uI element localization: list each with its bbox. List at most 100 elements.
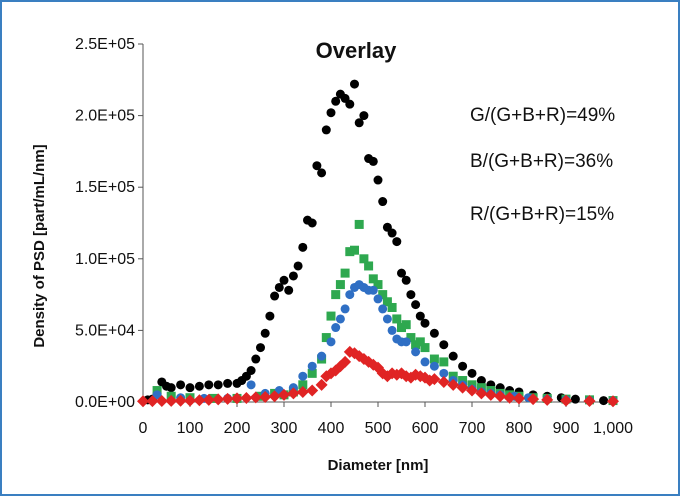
- data-point: [331, 96, 341, 106]
- data-point: [288, 271, 298, 281]
- data-point: [331, 323, 341, 333]
- data-point: [467, 368, 477, 378]
- data-point: [246, 365, 256, 375]
- data-point: [439, 368, 449, 378]
- data-point: [354, 219, 364, 229]
- data-point: [392, 314, 402, 324]
- data-point: [152, 390, 162, 400]
- data-point: [570, 394, 580, 404]
- data-point: [231, 392, 243, 405]
- data-point: [350, 245, 359, 255]
- data-point: [439, 340, 449, 350]
- data-point: [382, 297, 392, 307]
- data-point: [354, 118, 364, 128]
- data-point: [298, 380, 308, 390]
- data-point: [378, 290, 388, 300]
- data-point: [378, 304, 388, 314]
- data-point: [312, 161, 322, 171]
- data-point: [368, 285, 378, 295]
- data-point: [165, 394, 178, 407]
- data-point: [212, 393, 225, 406]
- data-point: [298, 371, 308, 381]
- data-point: [339, 355, 352, 368]
- data-point: [560, 394, 572, 407]
- y-tick-label: 0.0E+00: [75, 394, 135, 411]
- data-point: [345, 290, 355, 300]
- data-point: [146, 395, 159, 408]
- data-point: [268, 390, 281, 403]
- data-point: [174, 394, 187, 407]
- y-tick-label: 1.5E+05: [75, 179, 135, 196]
- data-point: [494, 390, 507, 403]
- data-point: [382, 314, 392, 324]
- data-point: [265, 311, 275, 321]
- x-tick-label: 700: [459, 420, 486, 437]
- data-point: [259, 390, 272, 403]
- data-point: [439, 357, 449, 367]
- data-point: [185, 383, 195, 393]
- data-point: [373, 175, 383, 185]
- data-point: [340, 304, 350, 314]
- data-point: [475, 387, 488, 400]
- data-point: [350, 79, 359, 89]
- y-axis: 0.0E+00 5.0E+04 1.0E+05 1.5E+05 2.0E+05 2.5E+…: [75, 36, 144, 411]
- data-point: [429, 328, 439, 338]
- data-point: [202, 393, 215, 406]
- data-point: [368, 156, 378, 166]
- data-point: [321, 333, 331, 343]
- data-point: [278, 388, 290, 401]
- x-tick-label: 900: [553, 420, 580, 437]
- data-point: [335, 280, 345, 290]
- data-point: [240, 391, 253, 404]
- data-point: [401, 337, 411, 347]
- data-point: [378, 197, 388, 207]
- data-point: [437, 375, 450, 388]
- data-point: [306, 384, 319, 397]
- data-point: [256, 343, 265, 353]
- data-point: [331, 290, 341, 300]
- data-point: [406, 290, 416, 300]
- data-point: [326, 337, 336, 347]
- data-point: [284, 285, 294, 295]
- data-point: [373, 280, 383, 290]
- data-point: [249, 391, 262, 404]
- data-point: [274, 282, 284, 292]
- x-tick-label: 200: [224, 420, 251, 437]
- data-point: [287, 387, 300, 400]
- data-point: [359, 111, 369, 121]
- data-point: [429, 354, 439, 364]
- data-point: [155, 394, 168, 407]
- data-point: [392, 237, 402, 247]
- data-point: [420, 343, 430, 353]
- data-point: [359, 254, 369, 264]
- data-point: [397, 268, 406, 278]
- x-tick-label: 600: [412, 420, 439, 437]
- data-point: [583, 394, 596, 407]
- data-point: [373, 294, 383, 304]
- data-point: [466, 384, 478, 397]
- data-point: [293, 261, 303, 271]
- data-point: [456, 381, 469, 394]
- x-tick-label: 500: [365, 420, 392, 437]
- data-point: [345, 99, 355, 109]
- y-tick-label: 2.5E+05: [75, 36, 135, 53]
- data-point: [317, 351, 327, 361]
- chart-title: Overlay: [316, 38, 397, 63]
- data-point: [166, 383, 176, 393]
- data-point: [193, 394, 206, 407]
- data-point: [458, 361, 468, 371]
- data-point: [315, 378, 328, 391]
- data-point: [296, 385, 309, 398]
- data-point: [176, 380, 186, 390]
- x-tick-label: 400: [318, 420, 345, 437]
- series-0: [143, 79, 618, 406]
- data-point: [279, 275, 289, 285]
- annotation-blue-fraction: B/(G+B+R)=36%: [470, 151, 613, 172]
- data-point: [204, 380, 214, 390]
- data-point: [476, 376, 486, 386]
- data-point: [397, 323, 406, 333]
- data-point: [321, 125, 331, 135]
- data-point: [411, 347, 421, 357]
- x-tick-label: 300: [271, 420, 298, 437]
